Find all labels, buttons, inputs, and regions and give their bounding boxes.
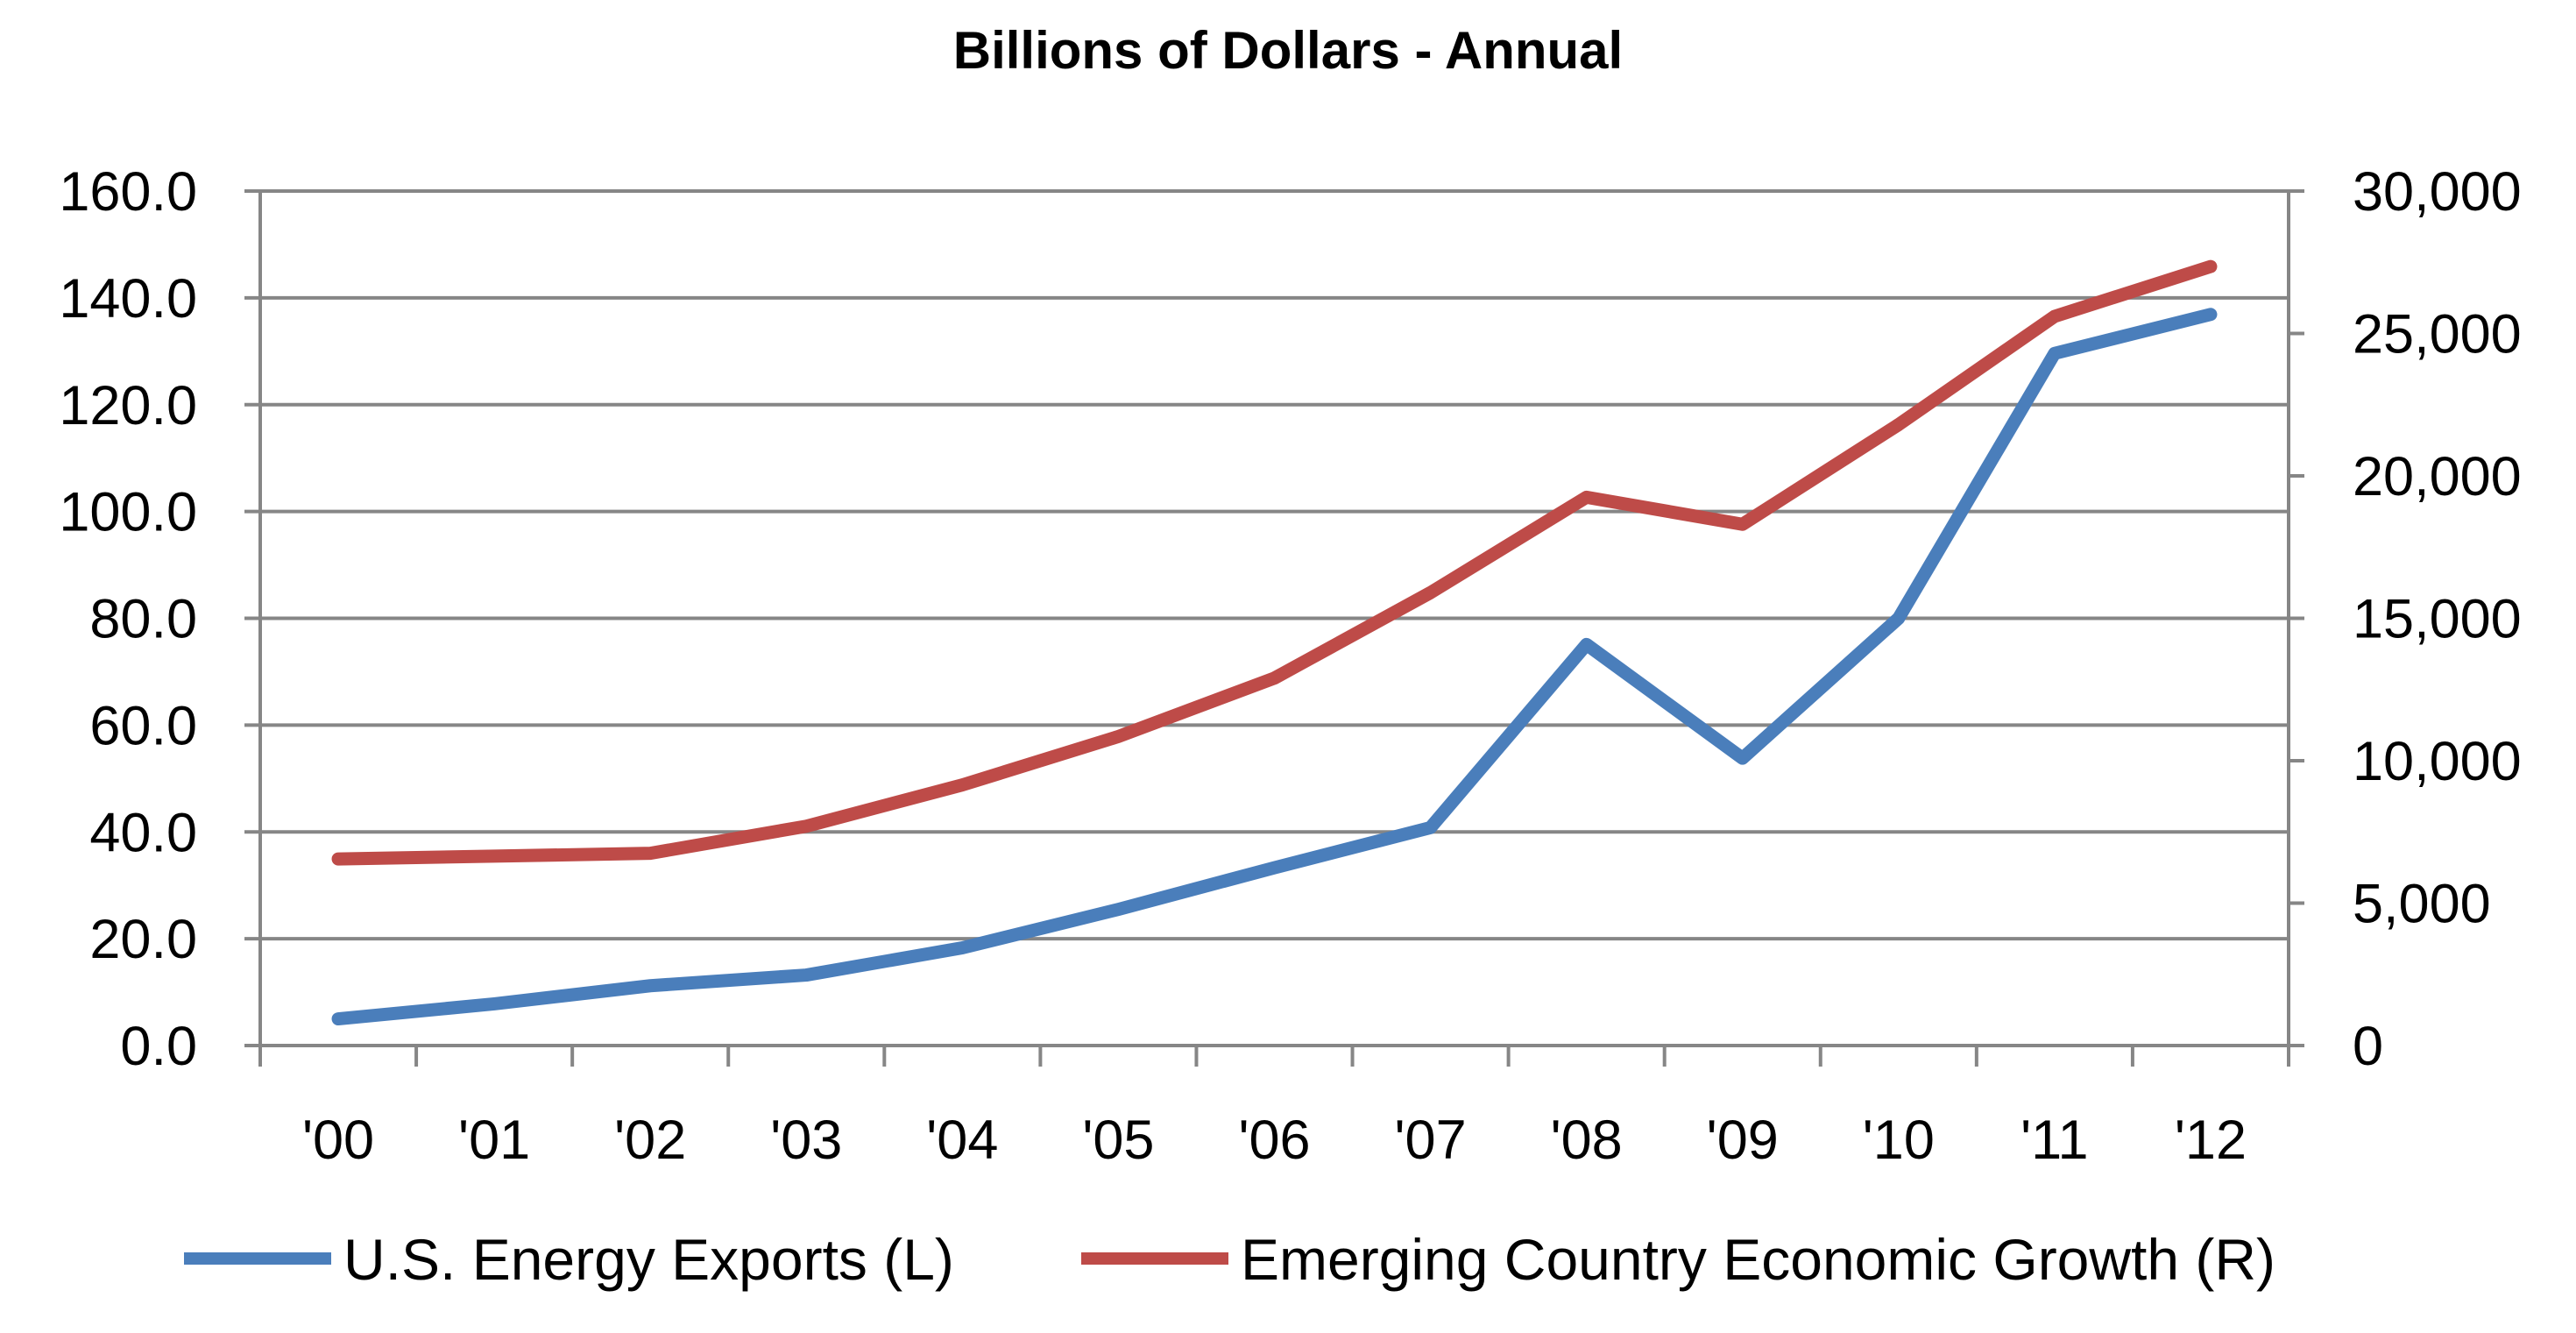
left-axis-tick-label: 120.0 [59,375,197,436]
right-axis-tick-label: 30,000 [2353,161,2522,223]
x-axis-tick-label: '03 [770,1110,842,1171]
x-axis-tick-label: '01 [458,1110,530,1171]
right-axis-tick-label: 15,000 [2353,589,2522,650]
right-axis-tick-labels: 0 5,000 10,000 15,000 20,000 25,000 30,000 [2353,161,2522,1077]
x-axis-tick-label: '11 [2020,1110,2088,1171]
legend-label-emerging-country-growth: Emerging Country Economic Growth (R) [1241,1227,2275,1292]
axes [244,189,2304,1067]
x-axis-tick-label: '08 [1551,1110,1623,1171]
x-axis-tick-label: '09 [1707,1110,1779,1171]
left-axis-tick-label: 140.0 [59,268,197,330]
left-axis-tick-label: 160.0 [59,161,197,223]
left-axis-tick-label: 20.0 [89,909,197,970]
right-axis-tick-label: 5,000 [2353,874,2491,935]
left-axis-tick-label: 100.0 [59,482,197,543]
x-axis-tick-label: '06 [1238,1110,1310,1171]
right-axis-tick-label: 20,000 [2353,446,2522,507]
series-line-us-energy-exports [331,308,2218,1026]
legend-label-us-energy-exports: U.S. Energy Exports (L) [343,1227,954,1292]
right-axis-tick-label: 10,000 [2353,731,2522,792]
x-axis-tick-labels: '00 '01 '02 '03 '04 '05 '06 '07 '08 '09 '10 '11 '12 [302,1110,2247,1171]
x-axis-tick-label: '07 [1395,1110,1467,1171]
x-axis-tick-label: '05 [1082,1110,1154,1171]
x-axis-tick-label: '02 [614,1110,686,1171]
left-axis-tick-label: 40.0 [89,802,197,863]
right-axis-tick-label: 0 [2353,1016,2383,1077]
series-lines [331,259,2218,1026]
left-axis-tick-label: 60.0 [89,695,197,756]
legend: U.S. Energy Exports (L) Emerging Country… [184,1227,2275,1292]
x-axis-tick-label: '10 [1863,1110,1935,1171]
chart-title: Billions of Dollars - Annual [953,21,1623,80]
x-axis-tick-label: '12 [2175,1110,2247,1171]
left-axis-tick-labels: 0.0 20.0 40.0 60.0 80.0 100.0 120.0 140.0 160.0 [59,161,197,1077]
left-axis-tick-label: 80.0 [89,589,197,650]
gridlines [260,189,2289,941]
right-axis-tick-label: 25,000 [2353,304,2522,365]
series-line-emerging-country-growth [331,259,2218,866]
x-axis-tick-label: '00 [302,1110,374,1171]
left-axis-tick-label: 0.0 [120,1016,197,1077]
x-axis-tick-label: '04 [926,1110,998,1171]
